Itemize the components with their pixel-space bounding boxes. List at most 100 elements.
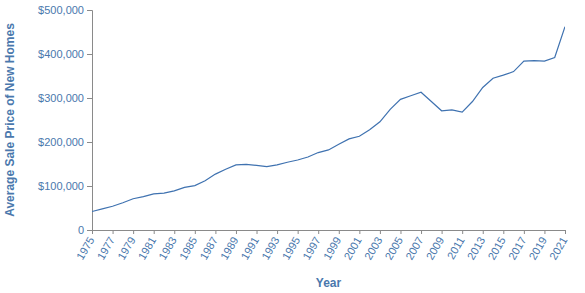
x-tick-label: 1977 bbox=[94, 235, 117, 262]
x-tick: 1979 bbox=[115, 230, 138, 262]
x-tick-mark bbox=[400, 230, 401, 234]
y-tick: 0 bbox=[78, 224, 92, 236]
y-tick: $500,000 bbox=[38, 4, 92, 16]
x-tick-mark bbox=[195, 230, 196, 234]
x-tick-label: 2003 bbox=[362, 235, 385, 262]
x-tick-label: 1985 bbox=[177, 235, 200, 262]
x-tick-mark bbox=[544, 230, 545, 234]
y-tick-label: 0 bbox=[78, 224, 84, 236]
y-tick-label: $100,000 bbox=[38, 180, 84, 192]
y-tick-mark bbox=[87, 142, 92, 143]
y-tick-label: $400,000 bbox=[38, 48, 84, 60]
x-tick-mark bbox=[174, 230, 175, 234]
x-tick: 1999 bbox=[321, 230, 344, 262]
x-tick-label: 2005 bbox=[382, 235, 405, 262]
x-tick: 2009 bbox=[424, 230, 447, 262]
x-tick: 1987 bbox=[197, 230, 220, 262]
x-tick: 1975 bbox=[74, 230, 97, 262]
x-tick-mark bbox=[421, 230, 422, 234]
x-tick-mark bbox=[318, 230, 319, 234]
x-tick: 2013 bbox=[465, 230, 488, 262]
x-tick-label: 1983 bbox=[156, 235, 179, 262]
x-tick-label: 2007 bbox=[403, 235, 426, 262]
x-tick: 2007 bbox=[403, 230, 426, 262]
x-tick: 2015 bbox=[485, 230, 508, 262]
x-tick-mark bbox=[215, 230, 216, 234]
x-tick: 1997 bbox=[300, 230, 323, 262]
y-tick-mark bbox=[87, 54, 92, 55]
x-tick: 2019 bbox=[526, 230, 549, 262]
x-tick: 2011 bbox=[445, 230, 467, 261]
x-tick-mark bbox=[503, 230, 504, 234]
x-tick-label: 2011 bbox=[445, 235, 467, 261]
x-tick-label: 1987 bbox=[197, 235, 220, 262]
x-tick: 2001 bbox=[341, 230, 364, 262]
x-tick-mark bbox=[462, 230, 463, 234]
y-axis: 0 $100,000 $200,000 $300,000 $400,000 $500,00… bbox=[38, 4, 92, 236]
x-axis-title: Year bbox=[316, 276, 342, 290]
x-tick-mark bbox=[133, 230, 134, 234]
y-tick-label: $200,000 bbox=[38, 136, 84, 148]
x-tick: 2017 bbox=[506, 230, 529, 262]
x-tick-label: 2021 bbox=[547, 235, 570, 262]
x-tick-label: 1991 bbox=[238, 235, 261, 262]
y-axis-title: Average Sale Price of New Homes bbox=[3, 23, 17, 217]
y-tick: $400,000 bbox=[38, 48, 92, 60]
x-tick-label: 1999 bbox=[321, 235, 344, 262]
x-tick: 1995 bbox=[280, 230, 303, 262]
x-tick-mark bbox=[154, 230, 155, 234]
x-tick: 1985 bbox=[177, 230, 200, 262]
x-tick-mark bbox=[359, 230, 360, 234]
chart-container: 0 $100,000 $200,000 $300,000 $400,000 $500,00… bbox=[0, 0, 585, 293]
x-tick-mark bbox=[380, 230, 381, 234]
x-tick-mark bbox=[524, 230, 525, 234]
x-tick-label: 1981 bbox=[136, 235, 159, 262]
y-axis-line bbox=[87, 11, 93, 231]
y-tick-label: $500,000 bbox=[38, 4, 84, 16]
x-tick-label: 2019 bbox=[526, 235, 549, 262]
y-tick-label: $300,000 bbox=[38, 92, 84, 104]
x-tick: 1991 bbox=[238, 230, 261, 262]
y-tick: $100,000 bbox=[38, 180, 92, 192]
x-tick: 2005 bbox=[382, 230, 405, 262]
x-tick-label: 1997 bbox=[300, 235, 323, 262]
x-tick-mark bbox=[113, 230, 114, 234]
x-tick: 1993 bbox=[259, 230, 282, 262]
x-tick: 2021 bbox=[547, 230, 570, 262]
x-tick-mark bbox=[257, 230, 258, 234]
data-line bbox=[92, 27, 565, 212]
x-tick-label: 2015 bbox=[485, 235, 508, 262]
x-tick-label: 1995 bbox=[280, 235, 303, 262]
x-tick-mark bbox=[92, 230, 93, 234]
x-tick-label: 1975 bbox=[74, 235, 97, 262]
x-tick: 1977 bbox=[94, 230, 117, 262]
y-tick-mark bbox=[87, 10, 92, 11]
x-tick-label: 2013 bbox=[465, 235, 488, 262]
x-tick-mark bbox=[236, 230, 237, 234]
x-tick-mark bbox=[565, 230, 566, 234]
x-tick-mark bbox=[277, 230, 278, 234]
x-tick-mark bbox=[442, 230, 443, 234]
x-tick-label: 1979 bbox=[115, 235, 138, 262]
y-tick: $200,000 bbox=[38, 136, 92, 148]
plot: 0 $100,000 $200,000 $300,000 $400,000 $500,00… bbox=[38, 4, 569, 262]
x-tick: 1989 bbox=[218, 230, 241, 262]
x-tick-label: 2001 bbox=[341, 235, 364, 262]
x-axis: 1975197719791981198319851987198919911993… bbox=[74, 230, 570, 262]
x-tick: 1981 bbox=[136, 230, 159, 262]
x-tick-label: 1993 bbox=[259, 235, 282, 262]
chart-svg: 0 $100,000 $200,000 $300,000 $400,000 $500,00… bbox=[0, 0, 585, 293]
x-axis-line bbox=[93, 231, 566, 235]
marks bbox=[92, 27, 565, 212]
x-tick-label: 2017 bbox=[506, 235, 529, 262]
x-tick: 2003 bbox=[362, 230, 385, 262]
y-tick: $300,000 bbox=[38, 92, 92, 104]
y-tick-mark bbox=[87, 98, 92, 99]
x-tick-mark bbox=[298, 230, 299, 234]
x-tick-mark bbox=[339, 230, 340, 234]
y-tick-mark bbox=[87, 186, 92, 187]
y-tick-mark bbox=[87, 230, 92, 231]
x-tick-label: 2009 bbox=[424, 235, 447, 262]
x-tick-mark bbox=[483, 230, 484, 234]
x-tick-label: 1989 bbox=[218, 235, 241, 262]
